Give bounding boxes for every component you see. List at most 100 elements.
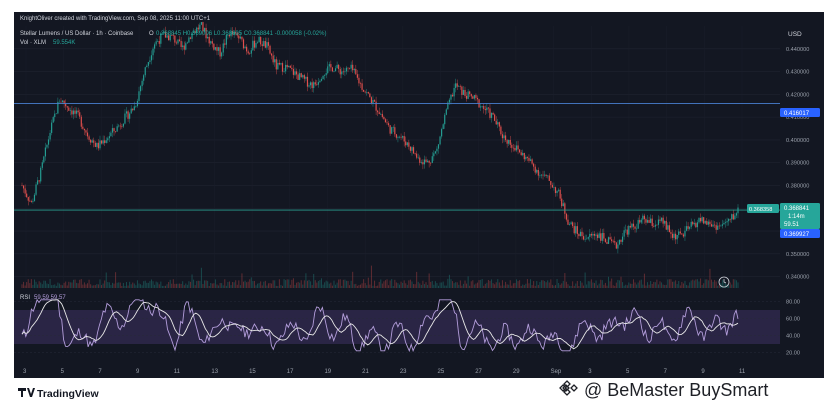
volume-bar — [271, 283, 273, 288]
candle-body — [534, 166, 536, 173]
tradingview-logo-text: TradingView — [37, 388, 99, 400]
candle-body — [562, 203, 564, 207]
volume-bar — [466, 283, 468, 288]
volume-bar — [629, 283, 631, 288]
candle-body — [547, 175, 549, 177]
volume-bar — [498, 282, 500, 288]
candle-body — [96, 142, 98, 147]
candle-body — [589, 233, 591, 238]
volume-bar — [665, 284, 667, 288]
candle-body — [172, 35, 174, 36]
candle-body — [150, 55, 153, 61]
volume-bar — [709, 268, 711, 288]
candle-body — [572, 222, 574, 227]
candle-body — [734, 215, 736, 220]
clock-icon[interactable] — [718, 276, 730, 288]
volume-bar — [193, 279, 195, 288]
volume-bar — [272, 280, 274, 288]
volume-bar — [97, 284, 99, 288]
candle-body — [283, 71, 285, 72]
candle-body — [662, 217, 664, 224]
candle-body — [316, 84, 318, 85]
volume-bar — [205, 280, 207, 288]
volume-bar — [650, 281, 652, 288]
volume-bar — [378, 281, 380, 288]
candle-body — [408, 142, 410, 147]
price-tag-last-left-bg — [747, 204, 779, 213]
volume-bar — [189, 281, 191, 288]
candle-body — [54, 113, 56, 118]
volume-bar — [213, 283, 215, 288]
volume-bar — [113, 283, 115, 288]
volume-bar — [657, 284, 659, 288]
volume-bar — [364, 283, 366, 288]
volume-bar — [274, 280, 276, 288]
time-tick-label: 27 — [475, 369, 482, 375]
volume-bar — [509, 280, 511, 288]
price-tag-last-left: 0.368358 — [747, 204, 779, 213]
volume-bar — [319, 280, 321, 288]
volume-bar — [335, 284, 337, 288]
candle-body — [726, 221, 728, 223]
volume-bar — [104, 280, 106, 288]
volume-bar — [71, 282, 73, 288]
volume-value: 59.554K — [53, 40, 75, 46]
candle-body — [437, 144, 440, 149]
price-tag-last: 0.368841 1:14m 59.51 — [780, 203, 820, 229]
candle-body — [618, 239, 621, 245]
volume-bar — [54, 284, 56, 288]
volume-bar — [526, 279, 528, 288]
volume-bar — [27, 279, 29, 288]
candle-body — [238, 35, 240, 39]
candle-body — [144, 67, 146, 76]
volume-bar — [74, 279, 76, 288]
candle-body — [252, 40, 254, 51]
volume-bar — [653, 281, 655, 288]
volume-bar — [196, 281, 198, 288]
candle-body — [320, 79, 323, 81]
volume-bar — [539, 282, 541, 288]
candle-body — [122, 123, 124, 127]
volume-bar — [437, 285, 439, 288]
volume-bar — [735, 280, 737, 288]
candle-body — [651, 218, 653, 227]
candle-body — [299, 73, 301, 80]
candle-body — [82, 126, 84, 129]
price-tag-last-left-text: 0.368358 — [749, 207, 772, 213]
volume-bar — [506, 284, 508, 288]
volume-bar — [94, 285, 96, 288]
candle-body — [336, 64, 338, 69]
candle-body — [210, 41, 212, 44]
candle-body — [525, 156, 527, 160]
volume-bar — [118, 282, 120, 288]
volume-bar — [355, 283, 357, 288]
candle-body — [489, 108, 491, 118]
candle-body — [522, 152, 524, 156]
volume-bar — [82, 284, 84, 288]
volume-bar — [107, 282, 109, 288]
candle-body — [400, 136, 402, 138]
volume-bar — [420, 284, 422, 288]
volume-bar — [338, 279, 340, 288]
volume-bar — [473, 284, 475, 288]
candle-body — [533, 163, 535, 167]
candle-body — [324, 75, 326, 76]
volume-bar — [491, 279, 493, 288]
candle-body — [529, 159, 532, 161]
candle-body — [587, 237, 589, 239]
volume-bar — [551, 284, 553, 288]
volume-bar — [612, 285, 614, 288]
volume-bar — [617, 279, 619, 288]
candle-body — [545, 174, 547, 176]
candle-body — [52, 117, 54, 123]
candle-body — [576, 226, 578, 235]
candle-body — [514, 147, 516, 151]
volume-bar — [218, 285, 220, 288]
candle-body — [637, 220, 639, 229]
volume-bar — [55, 285, 57, 288]
candle-body — [166, 35, 168, 38]
candle-body — [685, 226, 688, 231]
candle-body — [74, 110, 76, 114]
rsi-values: 59.59 59.57 — [34, 295, 66, 301]
candle-body — [295, 71, 298, 75]
